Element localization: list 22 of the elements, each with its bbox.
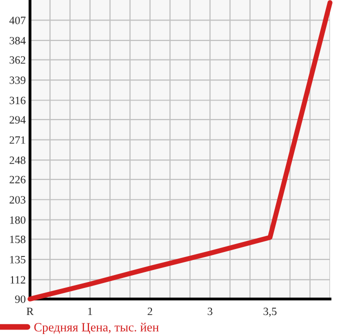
y-tick-label: 112 [10,276,26,284]
y-tick-label: 384 [10,36,26,44]
y-tick-label: 203 [10,196,26,204]
y-tick-label: 90 [15,295,26,303]
y-tick-label: 362 [10,56,26,64]
x-tick-label: 3,5 [264,308,277,317]
y-tick-label: 316 [10,96,26,104]
legend-label: Средняя Цена, тыс. йен [34,322,159,334]
y-tick-label: 271 [10,136,26,144]
x-tick-label: 1 [88,308,92,316]
y-tick-label: 135 [10,256,26,264]
x-tick-label: R [26,308,34,316]
y-tick-label: 180 [10,216,26,224]
y-tick-label: 158 [10,236,26,244]
y-tick-label: 294 [10,116,26,124]
y-tick-label: 226 [10,176,26,184]
y-tick-label: 407 [9,16,26,24]
line-series [28,0,332,302]
y-tick-label: 248 [10,156,26,164]
x-tick-label: 3 [208,308,212,316]
x-tick-label: 2 [148,308,152,316]
y-tick-label: 339 [10,76,26,84]
